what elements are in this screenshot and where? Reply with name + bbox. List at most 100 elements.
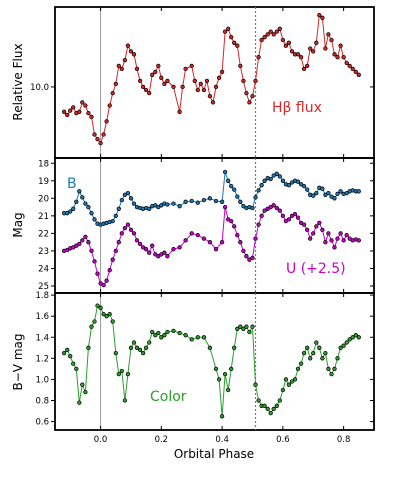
data-point bbox=[305, 63, 310, 69]
data-point bbox=[189, 63, 194, 69]
data-point bbox=[332, 366, 337, 372]
y-tick-label: 21 bbox=[38, 212, 49, 222]
data-point bbox=[183, 199, 188, 204]
data-point bbox=[195, 232, 200, 238]
data-point bbox=[247, 329, 252, 335]
data-point bbox=[305, 227, 310, 233]
data-point bbox=[156, 63, 161, 69]
data-point bbox=[329, 238, 334, 243]
data-point bbox=[207, 240, 213, 245]
data-point bbox=[137, 78, 143, 84]
data-point bbox=[250, 324, 255, 329]
data-point bbox=[71, 206, 76, 211]
y-tick-label: 0.8 bbox=[35, 396, 49, 406]
data-point bbox=[65, 112, 70, 118]
data-point bbox=[101, 282, 106, 288]
data-point bbox=[350, 66, 355, 72]
data-point bbox=[232, 224, 237, 229]
data-point bbox=[277, 174, 282, 179]
data-point bbox=[219, 69, 225, 75]
data-point bbox=[311, 49, 316, 54]
data-point bbox=[219, 240, 225, 245]
data-point bbox=[61, 350, 67, 356]
data-point bbox=[140, 84, 146, 90]
data-point bbox=[356, 238, 361, 243]
data-point bbox=[286, 382, 292, 387]
data-point bbox=[262, 208, 267, 213]
data-point bbox=[162, 81, 167, 87]
data-point bbox=[122, 398, 128, 403]
data-point bbox=[298, 182, 304, 187]
data-point bbox=[150, 72, 155, 77]
data-point bbox=[183, 66, 188, 72]
y-tick-label: 1.4 bbox=[35, 333, 49, 343]
data-point bbox=[153, 69, 158, 75]
y-tick-label: 25 bbox=[38, 282, 49, 292]
data-point bbox=[95, 303, 100, 308]
data-point bbox=[65, 347, 70, 353]
data-point bbox=[253, 78, 258, 84]
data-point bbox=[323, 350, 328, 356]
data-point bbox=[165, 254, 170, 259]
y-tick-label: 0.6 bbox=[35, 418, 49, 428]
data-point bbox=[277, 26, 282, 31]
data-point bbox=[183, 238, 188, 243]
mag-ylabel: Mag bbox=[11, 212, 25, 237]
data-point bbox=[171, 247, 176, 252]
data-point bbox=[332, 245, 337, 250]
data-point bbox=[323, 240, 328, 245]
color-annotation: Color bbox=[150, 389, 187, 405]
data-point bbox=[280, 178, 286, 183]
data-point bbox=[219, 199, 225, 204]
data-point bbox=[332, 196, 337, 201]
data-point bbox=[295, 366, 301, 372]
data-point bbox=[262, 178, 267, 183]
data-point bbox=[131, 231, 137, 236]
data-point bbox=[274, 403, 279, 408]
data-point bbox=[222, 29, 228, 34]
data-point bbox=[305, 345, 310, 350]
data-point bbox=[92, 132, 97, 137]
data-point bbox=[317, 345, 322, 350]
data-point bbox=[140, 245, 146, 250]
panel-color: 0.6 0.8 1.0 1.2 1.4 1.6 1.8 0.0 0.2 0.4 0.6 0.8 B−V… bbox=[11, 291, 375, 461]
data-point bbox=[222, 371, 228, 377]
data-point bbox=[311, 231, 316, 236]
y-tick-label: 1.8 bbox=[35, 291, 49, 301]
data-point bbox=[250, 205, 255, 211]
data-point bbox=[171, 84, 176, 90]
flux-ylabel: Relative Flux bbox=[11, 43, 25, 120]
data-point bbox=[295, 52, 301, 57]
data-point bbox=[116, 63, 121, 69]
data-point bbox=[210, 100, 216, 105]
data-point bbox=[350, 335, 355, 340]
y-tick-label: 24 bbox=[38, 264, 49, 274]
data-point bbox=[150, 329, 155, 335]
data-point bbox=[301, 66, 307, 72]
data-point bbox=[137, 347, 143, 353]
data-point bbox=[71, 361, 76, 366]
y-tick-label: 22 bbox=[38, 229, 49, 239]
data-point bbox=[107, 311, 112, 317]
data-point bbox=[113, 350, 118, 356]
data-point bbox=[344, 232, 349, 238]
data-point bbox=[353, 69, 358, 75]
x-tick-label: 0.2 bbox=[155, 435, 169, 445]
data-point bbox=[195, 335, 200, 340]
data-point bbox=[128, 227, 134, 233]
data-point bbox=[68, 354, 73, 359]
data-point bbox=[140, 350, 146, 356]
data-point bbox=[156, 204, 161, 210]
data-point bbox=[189, 337, 194, 342]
panel-flux: 10.0 Relative Flux Hβ flux bbox=[11, 6, 375, 159]
data-point bbox=[286, 40, 292, 45]
data-point bbox=[289, 213, 295, 219]
data-point bbox=[101, 311, 106, 317]
data-point bbox=[89, 248, 94, 254]
data-point bbox=[235, 194, 240, 199]
data-point bbox=[189, 231, 194, 236]
data-point bbox=[165, 78, 170, 84]
data-point bbox=[77, 189, 82, 194]
data-point bbox=[222, 169, 228, 175]
